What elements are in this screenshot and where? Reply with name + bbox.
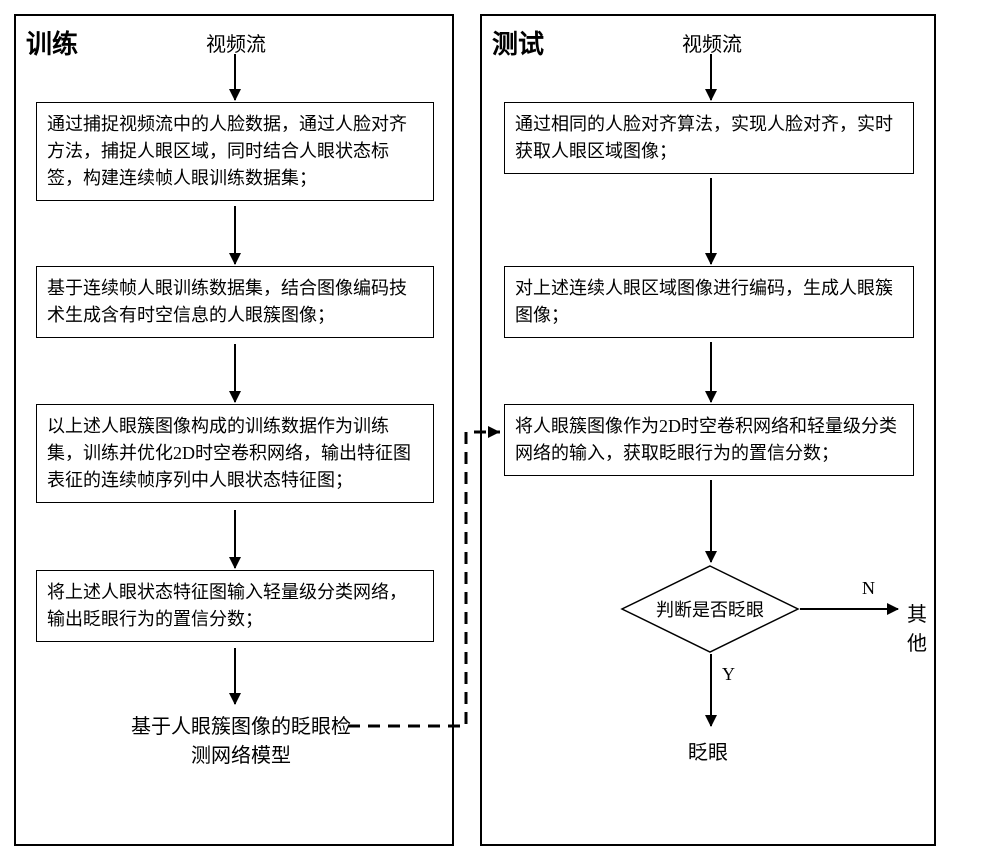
train-box-3: 以上述人眼簇图像构成的训练数据作为训练集，训练并优化2D时空卷积网络，输出特征图… (36, 404, 434, 503)
decision-diamond: 判断是否眨眼 (620, 564, 800, 654)
arrow-train-4 (234, 648, 236, 704)
test-panel: 测试 视频流 通过相同的人脸对齐算法，实现人脸对齐，实时获取人眼区域图像； 对上… (480, 14, 936, 846)
arrow-train-start (234, 54, 236, 100)
test-title: 测试 (492, 24, 544, 61)
test-box-2: 对上述连续人眼区域图像进行编码，生成人眼簇图像； (504, 266, 914, 338)
arrow-test-1 (710, 178, 712, 264)
no-output: 其他 (900, 598, 934, 656)
train-start: 视频流 (206, 28, 266, 57)
train-title: 训练 (26, 24, 78, 61)
arrow-test-2 (710, 342, 712, 402)
arrow-no (800, 608, 898, 610)
test-start: 视频流 (682, 28, 742, 57)
test-box-1: 通过相同的人脸对齐算法，实现人脸对齐，实时获取人眼区域图像； (504, 102, 914, 174)
train-output: 基于人眼簇图像的眨眼检 测网络模型 (111, 710, 371, 768)
train-box-4: 将上述人眼状态特征图输入轻量级分类网络，输出眨眼行为的置信分数； (36, 570, 434, 642)
test-box-3: 将人眼簇图像作为2D时空卷积网络和轻量级分类网络的输入，获取眨眼行为的置信分数； (504, 404, 914, 476)
decision-text: 判断是否眨眼 (620, 564, 800, 654)
train-box-1: 通过捕捉视频流中的人脸数据，通过人脸对齐方法，捕捉人眼区域，同时结合人眼状态标签… (36, 102, 434, 201)
yes-output: 眨眼 (688, 736, 728, 765)
arrow-train-1 (234, 206, 236, 264)
train-panel: 训练 视频流 通过捕捉视频流中的人脸数据，通过人脸对齐方法，捕捉人眼区域，同时结… (14, 14, 454, 846)
arrow-train-3 (234, 510, 236, 568)
arrow-yes (710, 654, 712, 726)
arrow-train-2 (234, 344, 236, 402)
arrow-test-start (710, 54, 712, 100)
no-label: N (862, 578, 875, 599)
train-box-2: 基于连续帧人眼训练数据集，结合图像编码技术生成含有时空信息的人眼簇图像； (36, 266, 434, 338)
yes-label: Y (722, 664, 735, 685)
arrow-test-3 (710, 480, 712, 562)
